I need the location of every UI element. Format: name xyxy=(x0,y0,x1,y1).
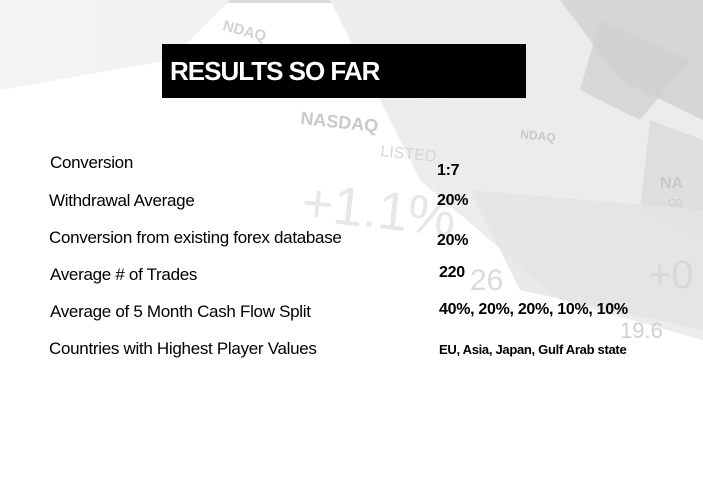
watermark-text: 19.6 xyxy=(620,318,663,343)
watermark-text: NA xyxy=(660,175,684,192)
row-value-cash-flow-split: 40%, 20%, 20%, 10%, 10% xyxy=(439,301,628,318)
row-label-conversion: Conversion xyxy=(50,153,133,172)
watermark-text: NDAQ xyxy=(221,17,268,45)
row-value-countries: EU, Asia, Japan, Gulf Arab state xyxy=(439,342,627,357)
row-label-countries: Countries with Highest Player Values xyxy=(49,339,317,358)
row-value-conversion: 1:7 xyxy=(437,162,460,179)
top-divider xyxy=(0,0,703,3)
watermark-text: NASDAQ xyxy=(300,108,380,136)
row-label-conversion-forex: Conversion from existing forex database xyxy=(49,228,342,247)
slide-title: RESULTS SO FAR xyxy=(170,56,380,86)
row-label-withdrawal-average: Withdrawal Average xyxy=(49,191,195,210)
watermark-text: CO xyxy=(668,198,683,209)
title-bar: RESULTS SO FAR xyxy=(162,44,526,98)
row-value-average-trades: 220 xyxy=(439,264,465,281)
watermark-text: NDAQ xyxy=(520,127,557,145)
watermark-text: 26 xyxy=(470,264,503,297)
row-value-conversion-forex: 20% xyxy=(437,232,469,249)
row-label-cash-flow-split: Average of 5 Month Cash Flow Split xyxy=(50,302,311,321)
watermark-text: LISTED xyxy=(380,143,437,166)
row-value-withdrawal-average: 20% xyxy=(437,192,469,209)
watermark-text: +0 xyxy=(648,253,694,297)
row-label-average-trades: Average # of Trades xyxy=(50,265,198,284)
